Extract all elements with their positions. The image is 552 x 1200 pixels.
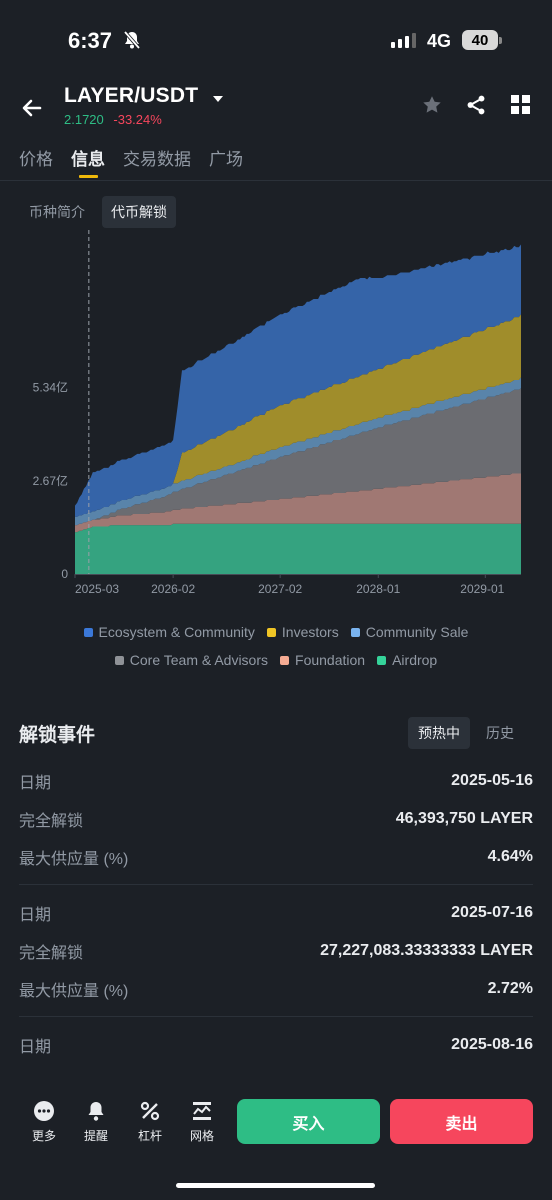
date-label: 日期 <box>19 1039 52 1056</box>
legend-label: Core Team & Advisors <box>129 652 269 668</box>
margin-button[interactable]: 杠杆 <box>126 1100 174 1144</box>
legend-item: Foundation <box>280 652 365 668</box>
tab-history[interactable]: 历史 <box>486 725 514 741</box>
area-series-foundation <box>75 473 521 533</box>
home-indicator <box>176 1183 375 1188</box>
legend-label: Foundation <box>295 652 366 668</box>
pair-title[interactable]: LAYER/USDT <box>64 84 199 107</box>
caret-down-icon[interactable] <box>211 91 225 109</box>
main-tabs: 价格 信息 交易数据 广场 <box>19 145 243 181</box>
y-tick-label: 5.34亿 <box>33 380 68 395</box>
alert-label: 提醒 <box>83 1129 108 1143</box>
x-tick-label: 2027-02 <box>258 582 302 596</box>
battery-icon: 40 <box>462 30 498 50</box>
area-series-core-team-advisors <box>75 388 521 526</box>
legend-item: Ecosystem & Community <box>83 624 255 640</box>
legend-swatch <box>114 655 124 665</box>
subtab-coin-intro[interactable]: 币种简介 <box>29 204 85 220</box>
more-button[interactable]: 更多 <box>20 1100 68 1144</box>
bottom-action-bar: 更多 提醒 杠杆 网格 买入 卖出 <box>0 1090 552 1200</box>
price-row: 2.1720 -33.24% <box>64 112 162 127</box>
leverage-icon <box>140 1101 160 1121</box>
grid-menu-icon[interactable] <box>510 94 531 120</box>
unlock-label: 完全解锁 <box>19 945 84 962</box>
legend-swatch <box>280 655 290 665</box>
tab-price[interactable]: 价格 <box>19 150 53 169</box>
tab-info[interactable]: 信息 <box>71 145 105 181</box>
chart-legend: Ecosystem & Community Investors Communit… <box>0 618 552 674</box>
x-tick-label: 2025-03 <box>75 582 119 596</box>
signal-icon <box>391 33 416 48</box>
supply-percent: 2.72% <box>487 980 533 997</box>
legend-label: Ecosystem & Community <box>98 624 255 640</box>
status-bar: 6:37 4G 40 <box>0 0 552 80</box>
x-tick-label: 2028-01 <box>356 582 400 596</box>
status-time: 6:37 <box>68 28 113 53</box>
tab-trading-data[interactable]: 交易数据 <box>123 150 191 169</box>
y-tick-label: 2.67亿 <box>33 473 68 488</box>
grid-label: 网格 <box>189 1129 214 1143</box>
legend-label: Airdrop <box>392 652 438 668</box>
legend-swatch <box>83 627 93 637</box>
unlock-event: 日期 2025-07-16 完全解锁 27,227,083.33333333 LAY… <box>19 894 533 1017</box>
area-series-investors <box>75 314 521 517</box>
events-title: 解锁事件 <box>19 725 96 746</box>
unlock-label: 完全解锁 <box>19 813 84 830</box>
grid-trading-icon <box>193 1102 211 1120</box>
area-series-ecosystem-community <box>75 244 521 517</box>
unlock-amount: 27,227,083.33333333 LAYER <box>320 942 533 959</box>
legend-item: Community Sale <box>350 624 469 640</box>
event-date: 2025-05-16 <box>451 772 533 789</box>
area-series-airdrop <box>75 523 521 574</box>
share-icon[interactable] <box>465 94 487 121</box>
sell-button[interactable]: 卖出 <box>390 1099 533 1144</box>
network-type: 4G <box>427 31 452 51</box>
legend-item: Airdrop <box>377 652 437 668</box>
tab-upcoming[interactable]: 预热中 <box>408 717 470 749</box>
header: LAYER/USDT 2.1720 -33.24% <box>0 80 552 140</box>
date-label: 日期 <box>19 775 52 792</box>
x-tick-label: 2026-02 <box>151 582 195 596</box>
legend-item: Core Team & Advisors <box>114 652 269 668</box>
events-list: 日期 2025-05-16 完全解锁 46,393,750 LAYER 最大供应量 … <box>19 762 533 1081</box>
unlock-chart: 0 2.67亿 5.34亿 2025-03 2026-02 2027-02 2028-01 2… <box>33 230 521 596</box>
legend-swatch <box>377 655 387 665</box>
legend-item: Investors <box>266 624 339 640</box>
y-tick-label: 0 <box>61 567 68 581</box>
event-date: 2025-08-16 <box>451 1036 533 1053</box>
divider <box>0 180 552 181</box>
more-icon <box>34 1101 54 1121</box>
more-label: 更多 <box>31 1129 56 1143</box>
buy-button[interactable]: 买入 <box>237 1099 380 1144</box>
back-arrow-icon[interactable] <box>20 96 44 125</box>
events-tabs: 预热中 历史 <box>408 717 524 749</box>
price-change: -33.24% <box>113 112 162 127</box>
bell-icon <box>88 1102 104 1121</box>
tab-square[interactable]: 广场 <box>209 150 243 169</box>
legend-swatch <box>266 627 276 637</box>
supply-label: 最大供应量 (%) <box>19 983 129 1000</box>
last-price: 2.1720 <box>64 112 104 127</box>
area-series-community-sale <box>75 377 521 526</box>
bell-off-icon <box>122 30 142 55</box>
legend-label: Investors <box>281 624 339 640</box>
unlock-event: 日期 2025-08-16 <box>19 1026 533 1072</box>
event-date: 2025-07-16 <box>451 904 533 921</box>
x-tick-label: 2029-01 <box>460 582 504 596</box>
margin-label: 杠杆 <box>137 1129 162 1143</box>
unlock-amount: 46,393,750 LAYER <box>395 810 533 827</box>
legend-swatch <box>350 627 360 637</box>
supply-label: 最大供应量 (%) <box>19 851 129 868</box>
date-label: 日期 <box>19 907 52 924</box>
star-icon[interactable] <box>421 94 443 121</box>
grid-button[interactable]: 网格 <box>178 1100 226 1144</box>
legend-label: Community Sale <box>365 624 469 640</box>
unlock-event: 日期 2025-05-16 完全解锁 46,393,750 LAYER 最大供应量 … <box>19 762 533 885</box>
subtab-token-unlock[interactable]: 代币解锁 <box>102 196 176 228</box>
alert-button[interactable]: 提醒 <box>72 1100 120 1144</box>
supply-percent: 4.64% <box>487 848 533 865</box>
info-subtabs: 币种简介 代币解锁 <box>20 196 176 228</box>
